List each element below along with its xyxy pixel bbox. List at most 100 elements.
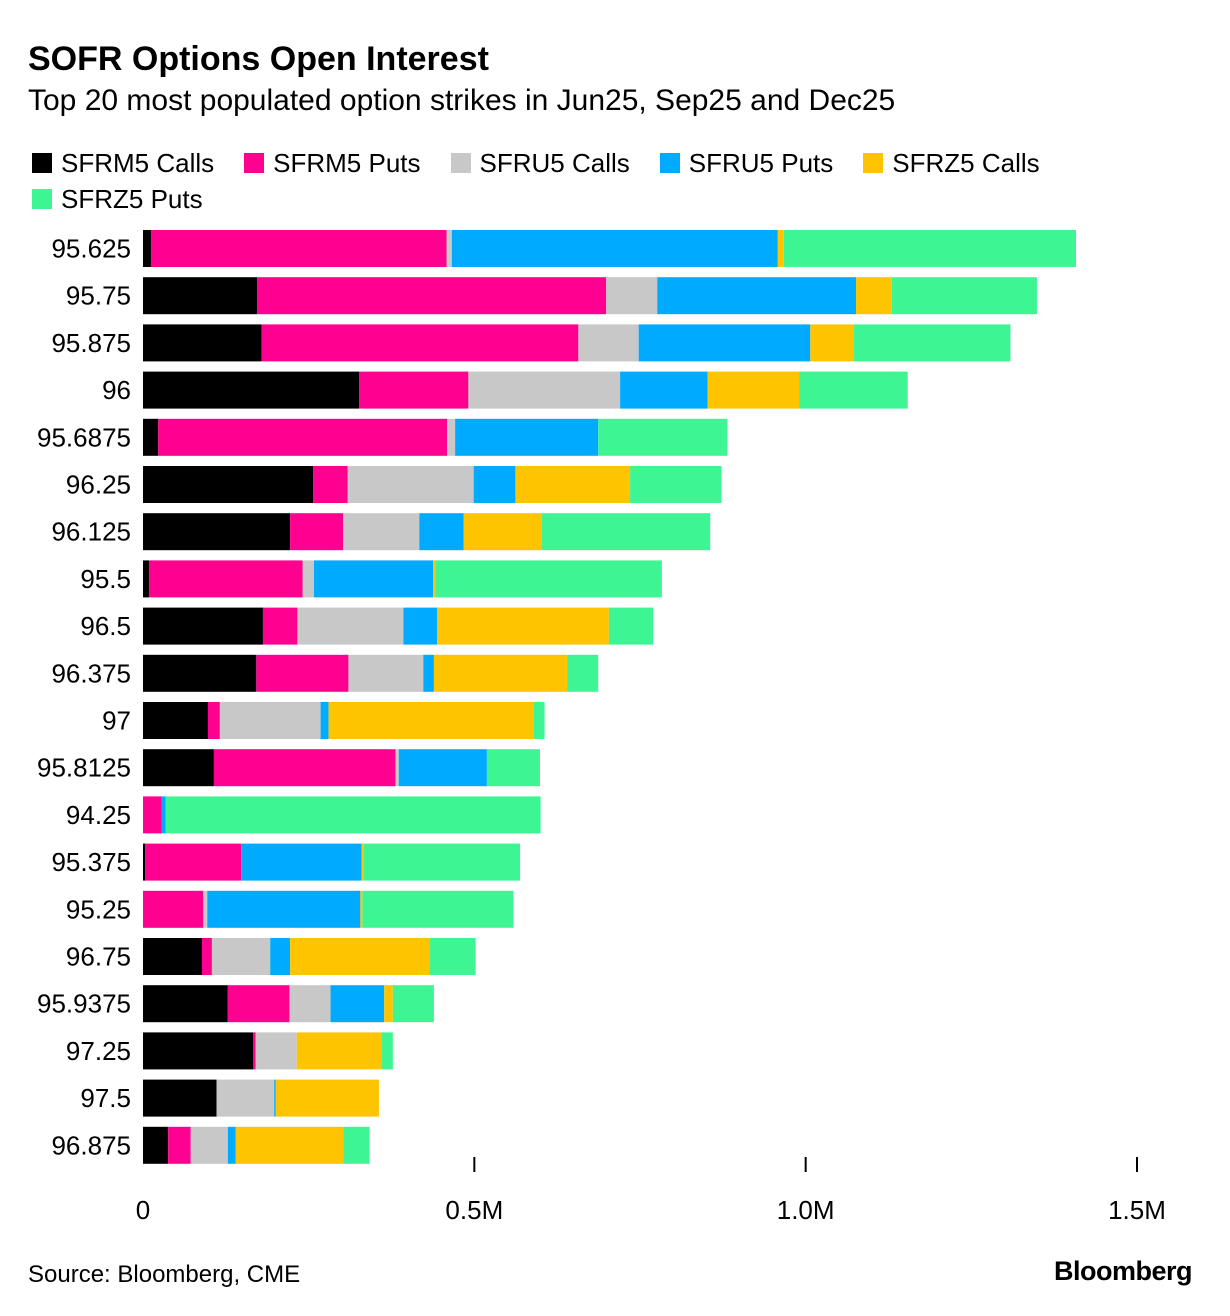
- bar-segment: [143, 749, 214, 787]
- bar-segment: [707, 371, 800, 409]
- bar-segment: [348, 654, 424, 692]
- bar-segment: [256, 654, 349, 692]
- bar-segment: [473, 466, 516, 503]
- bar-segment: [455, 418, 599, 456]
- bar-segment: [290, 938, 430, 975]
- y-tick-label: 96.5: [80, 611, 131, 641]
- legend-label: SFRM5 Calls: [61, 147, 215, 178]
- legend-label: SFRU5 Calls: [479, 147, 630, 178]
- bar-segment: [320, 702, 329, 739]
- bar-segment: [302, 560, 314, 598]
- bar-segment: [398, 749, 487, 787]
- bar-segment: [143, 277, 257, 315]
- y-tick-label: 97: [102, 706, 131, 736]
- bar-segment: [360, 890, 363, 928]
- stacked-bar-chart: 95.625 95.75 95.875 96 95.6875 96.25 96.125 95.…: [37, 230, 1166, 1225]
- bar-segment: [274, 1079, 276, 1117]
- bar-segment: [227, 985, 290, 1023]
- bar-segment: [158, 418, 448, 456]
- legend-swatch: [32, 153, 52, 173]
- bar-segment: [463, 513, 542, 551]
- bar-segment: [419, 513, 464, 551]
- bar-segment: [289, 985, 331, 1023]
- y-tick-label: 95.25: [66, 894, 131, 924]
- chart-title: SOFR Options Open Interest: [28, 40, 489, 78]
- bar-segment: [468, 371, 621, 409]
- bar-segment: [433, 654, 568, 692]
- bar-segment: [207, 890, 361, 928]
- bar-segment: [143, 230, 151, 267]
- bar-segment: [275, 1079, 379, 1117]
- bar-segment: [347, 466, 474, 503]
- source-note: Source: Bloomberg, CME: [28, 1261, 301, 1288]
- bar-segment: [330, 985, 385, 1023]
- y-tick-label: 95.8125: [37, 753, 131, 783]
- bar-segment: [143, 1079, 217, 1117]
- bar-segment: [657, 277, 857, 315]
- bar-segment: [297, 607, 404, 645]
- bar-segment: [207, 702, 220, 739]
- bar-segment: [598, 418, 728, 456]
- legend-swatch: [863, 153, 884, 173]
- y-tick-label: 96: [102, 375, 131, 405]
- bar-segment: [241, 843, 362, 881]
- bar-segment: [143, 1126, 169, 1164]
- bar-segment: [515, 466, 631, 503]
- bar-segment: [533, 702, 545, 739]
- bar-segment: [451, 230, 778, 267]
- bar-segment: [435, 560, 662, 598]
- legend-swatch: [450, 153, 471, 173]
- bar-segment: [161, 796, 166, 834]
- bar-segment: [168, 1126, 191, 1164]
- bloomberg-logo: Bloomberg: [1053, 1256, 1193, 1286]
- bar-segment: [290, 513, 344, 551]
- bar-segment: [630, 466, 722, 503]
- bar-segment: [255, 1032, 297, 1070]
- bar-segment: [437, 607, 609, 645]
- bar-segment: [384, 985, 393, 1023]
- y-tick-label: 97.5: [80, 1083, 131, 1113]
- bar-segment: [296, 1032, 382, 1070]
- bar-segment: [143, 371, 360, 409]
- bar-segment: [395, 749, 399, 787]
- bar-segment: [262, 607, 298, 645]
- bar-segment: [211, 938, 271, 975]
- bar-segment: [261, 324, 579, 362]
- bar-segment: [363, 843, 521, 881]
- bar-segment: [853, 324, 1011, 362]
- legend-label: SFRZ5 Puts: [61, 183, 203, 214]
- legend-swatch: [659, 153, 680, 173]
- bar-segment: [541, 513, 711, 551]
- bar-segment: [343, 1126, 370, 1164]
- bar-segment: [433, 560, 436, 598]
- chart-subtitle: Top 20 most populated option strikes in …: [28, 84, 896, 117]
- bar-segment: [359, 371, 469, 409]
- bar-segment: [143, 985, 228, 1023]
- bar-segment: [608, 607, 654, 645]
- y-tick-label: 95.375: [51, 847, 131, 877]
- bar-segment: [313, 560, 434, 598]
- legend-item: SFRZ5 Puts: [32, 181, 203, 217]
- legend-label: SFRU5 Puts: [688, 147, 834, 178]
- bar-segment: [891, 277, 1037, 315]
- y-tick-label: 96.75: [66, 942, 131, 972]
- x-tick-label: 0.5M: [445, 1195, 503, 1225]
- bar-segment: [810, 324, 854, 362]
- bar-segment: [638, 324, 811, 362]
- y-tick-label: 96.125: [51, 517, 131, 547]
- bar-segment: [256, 277, 607, 315]
- bar-segment: [143, 796, 162, 834]
- bar-segment: [150, 230, 447, 267]
- bar-segment: [606, 277, 658, 315]
- legend-item: SFRU5 Calls: [450, 145, 630, 181]
- y-tick-label: 96.25: [66, 470, 131, 500]
- legend-item: SFRU5 Puts: [659, 145, 834, 181]
- bar-segment: [144, 843, 242, 881]
- bar-segment: [362, 890, 514, 928]
- bar-segment: [143, 843, 145, 881]
- bar-segment: [447, 418, 456, 456]
- bar-segment: [143, 466, 314, 503]
- legend-label: SFRZ5 Calls: [892, 147, 1040, 178]
- bar-segment: [143, 938, 202, 975]
- bar-segment: [213, 749, 396, 787]
